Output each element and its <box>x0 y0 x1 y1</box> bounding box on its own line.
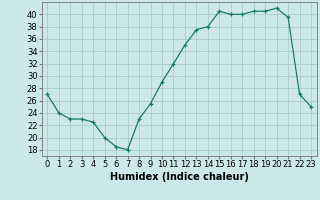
X-axis label: Humidex (Indice chaleur): Humidex (Indice chaleur) <box>110 172 249 182</box>
